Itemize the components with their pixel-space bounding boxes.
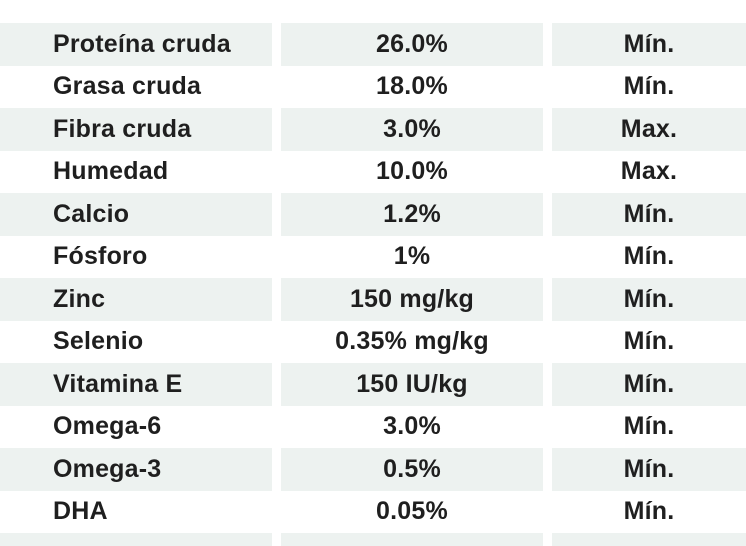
nutrient-name: Fósforo	[53, 242, 148, 271]
nutrient-limit: Mín.	[552, 23, 746, 66]
nutrient-limit: Mín.	[552, 278, 746, 321]
table-row-partial	[0, 533, 746, 546]
column-gap	[272, 151, 281, 194]
nutrient-limit: Mín.	[623, 327, 675, 356]
table-row: Omega-6 3.0% Mín.	[0, 406, 746, 449]
nutrient-value: 1.2%	[281, 193, 543, 236]
table-row: Fibra cruda 3.0% Max.	[0, 108, 746, 151]
nutrient-value: 0.05%	[376, 497, 448, 526]
column-gap	[543, 66, 552, 109]
nutrient-value: 3.0%	[383, 412, 441, 441]
table-row: Grasa cruda 18.0% Mín.	[0, 66, 746, 109]
column-gap	[543, 23, 552, 66]
column-gap	[272, 193, 281, 236]
column-gap	[543, 491, 552, 534]
nutrient-name	[0, 533, 272, 546]
column-gap	[272, 363, 281, 406]
nutrient-name: DHA	[53, 497, 108, 526]
table-row: Vitamina E 150 IU/kg Mín.	[0, 363, 746, 406]
nutrient-limit: Mín.	[623, 72, 675, 101]
table-row: Omega-3 0.5% Mín.	[0, 448, 746, 491]
column-gap	[543, 151, 552, 194]
table-row: Fósforo 1% Mín.	[0, 236, 746, 279]
table-row: Selenio 0.35% mg/kg Mín.	[0, 321, 746, 364]
column-gap	[272, 108, 281, 151]
nutrient-value: 0.5%	[281, 448, 543, 491]
nutrient-value: 0.35% mg/kg	[335, 327, 489, 356]
column-gap	[272, 236, 281, 279]
table-row: Zinc 150 mg/kg Mín.	[0, 278, 746, 321]
column-gap	[543, 406, 552, 449]
nutrient-value: 150 IU/kg	[281, 363, 543, 406]
nutrient-limit: Max.	[552, 108, 746, 151]
column-gap	[543, 236, 552, 279]
nutrient-name: Selenio	[53, 327, 144, 356]
nutrient-value: 10.0%	[376, 157, 448, 186]
nutrient-value: 3.0%	[281, 108, 543, 151]
nutrient-value: 18.0%	[376, 72, 448, 101]
column-gap	[272, 66, 281, 109]
nutrient-value: 1%	[393, 242, 431, 271]
nutrient-value: 26.0%	[281, 23, 543, 66]
column-gap	[543, 193, 552, 236]
nutrient-name: Omega-6	[53, 412, 162, 441]
nutrient-limit: Max.	[620, 157, 678, 186]
nutrient-limit: Mín.	[552, 193, 746, 236]
nutrient-name: Omega-3	[0, 448, 272, 491]
nutrient-name: Vitamina E	[0, 363, 272, 406]
table-row: Proteína cruda 26.0% Mín.	[0, 23, 746, 66]
table-row: Calcio 1.2% Mín.	[0, 193, 746, 236]
column-gap	[272, 278, 281, 321]
column-gap	[272, 491, 281, 534]
nutrient-value: 150 mg/kg	[281, 278, 543, 321]
column-gap	[272, 23, 281, 66]
nutrient-limit: Mín.	[623, 242, 675, 271]
column-gap	[272, 533, 281, 546]
column-gap	[543, 533, 552, 546]
column-gap	[543, 108, 552, 151]
nutrient-name: Fibra cruda	[0, 108, 272, 151]
nutrition-table: Proteína cruda 26.0% Mín. Grasa cruda 18…	[0, 23, 746, 546]
nutrient-value	[281, 533, 543, 546]
nutrient-limit: Mín.	[623, 412, 675, 441]
nutrient-name: Zinc	[0, 278, 272, 321]
column-gap	[272, 321, 281, 364]
table-row: DHA 0.05% Mín.	[0, 491, 746, 534]
column-gap	[272, 406, 281, 449]
nutrient-limit: Mín.	[623, 497, 675, 526]
column-gap	[543, 363, 552, 406]
table-row: Humedad 10.0% Max.	[0, 151, 746, 194]
column-gap	[543, 278, 552, 321]
nutrient-name: Proteína cruda	[0, 23, 272, 66]
column-gap	[272, 448, 281, 491]
nutrient-limit: Mín.	[552, 363, 746, 406]
nutrient-name: Calcio	[0, 193, 272, 236]
nutrient-limit: Mín.	[552, 448, 746, 491]
nutrient-name: Humedad	[53, 157, 169, 186]
column-gap	[543, 448, 552, 491]
nutrient-limit	[552, 533, 746, 546]
column-gap	[543, 321, 552, 364]
nutrient-name: Grasa cruda	[53, 72, 202, 101]
